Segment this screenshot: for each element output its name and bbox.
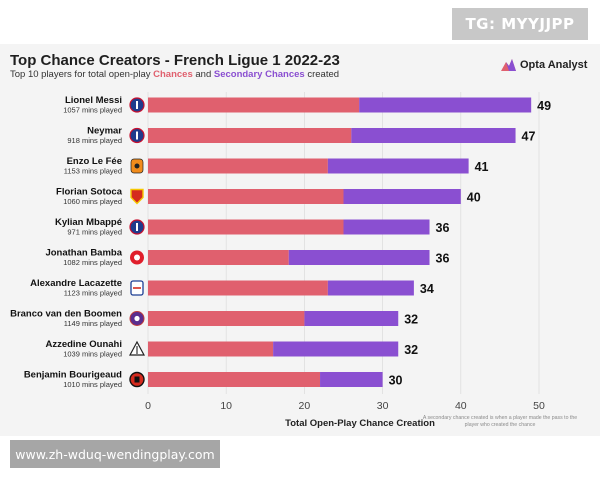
player-name: Neymar: [87, 126, 122, 137]
player-name: Enzo Le Fée: [67, 156, 122, 167]
x-tick-label: 40: [455, 400, 467, 412]
toulouse-crest-icon: [129, 311, 145, 326]
player-minutes: 1060 mins played: [63, 197, 122, 206]
player-name: Azzedine Ounahi: [45, 339, 122, 350]
lille-crest-icon: [130, 250, 144, 265]
bar-chances: [148, 280, 328, 296]
lorient-crest-icon: [130, 158, 144, 174]
watermark-top: TG: MYYJJPP: [452, 8, 588, 40]
bar-chances: [148, 158, 328, 174]
total-label: 30: [389, 374, 403, 388]
opta-analyst-brand[interactable]: Opta Analyst: [500, 58, 587, 72]
player-minutes: 1010 mins played: [63, 380, 122, 389]
bar-chances: [148, 341, 274, 357]
player-minutes: 918 mins played: [67, 136, 122, 145]
player-name: Kylian Mbappé: [55, 217, 122, 228]
bar-secondary-chances: [343, 189, 461, 204]
player-minutes: 1057 mins played: [63, 106, 122, 115]
total-label: 47: [522, 130, 536, 144]
bar-secondary-chances: [288, 250, 430, 265]
player-minutes: 1149 mins played: [64, 319, 122, 328]
total-label: 49: [537, 99, 551, 113]
lyon-crest-icon: [130, 280, 144, 296]
psg-crest-icon: [129, 219, 145, 235]
subtitle-text-3: created: [304, 69, 340, 80]
x-tick-label: 20: [299, 400, 311, 412]
player-name: Branco van den Boomen: [10, 309, 122, 320]
subtitle-text-2: and: [192, 69, 214, 80]
subtitle-text-1: Top 10 players for total open-play: [10, 69, 154, 80]
bar-secondary-chances: [304, 311, 399, 326]
bar-secondary-chances: [320, 372, 383, 387]
psg-crest-icon: [129, 127, 145, 144]
bar-chances: [148, 128, 352, 143]
bar-secondary-chances: [273, 341, 399, 357]
subtitle-chances: Chances: [153, 69, 193, 80]
bar-secondary-chances: [359, 97, 532, 113]
brand-name: Opta Analyst: [520, 59, 588, 71]
player-name: Jonathan Bamba: [45, 248, 122, 259]
player-name: Lionel Messi: [65, 95, 122, 106]
player-minutes: 1153 mins played: [64, 167, 122, 176]
bar-chances: [148, 372, 321, 387]
bar-secondary-chances: [327, 280, 414, 296]
x-tick-label: 10: [220, 400, 232, 412]
player-minutes: 1039 mins played: [63, 350, 122, 359]
player-minutes: 1123 mins played: [64, 289, 122, 298]
x-tick-label: 50: [533, 400, 545, 412]
x-tick-label: 0: [145, 400, 151, 412]
total-label: 36: [436, 252, 450, 266]
player-name: Alexandre Lacazette: [30, 278, 122, 289]
chart-title: Top Chance Creators - French Ligue 1 202…: [10, 52, 340, 69]
total-label: 34: [420, 282, 434, 296]
rennes-crest-icon: [129, 371, 145, 388]
x-tick-label: 30: [377, 400, 389, 412]
watermark-bottom: www.zh-wduq-wendingplay.com: [10, 440, 220, 468]
total-label: 40: [467, 191, 481, 205]
bar-chances: [148, 311, 305, 326]
bar-chances: [148, 97, 360, 113]
bar-secondary-chances: [327, 158, 469, 174]
bar-chances: [148, 189, 344, 204]
player-minutes: 971 mins played: [67, 228, 122, 237]
bar-secondary-chances: [343, 219, 430, 235]
total-label: 41: [475, 160, 489, 174]
player-minutes: 1082 mins played: [63, 258, 122, 267]
subtitle-secondary-chances: Secondary Chances: [213, 69, 305, 80]
footnote: A secondary chance created is when a pla…: [422, 415, 578, 428]
player-name: Benjamin Bourigeaud: [24, 370, 122, 381]
opta-logo-icon: [501, 59, 516, 71]
bar-secondary-chances: [351, 128, 516, 143]
player-name: Florian Sotoca: [56, 187, 123, 198]
x-axis-label: Total Open-Play Chance Creation: [285, 418, 435, 429]
bar-chances: [148, 250, 289, 265]
total-label: 32: [404, 313, 418, 327]
total-label: 36: [436, 221, 450, 235]
lens-crest-icon: [130, 188, 144, 205]
angers-crest-icon: [128, 340, 146, 356]
bar-chances: [148, 219, 344, 235]
chart-subtitle: Top 10 players for total open-play Chanc…: [10, 69, 339, 80]
total-label: 32: [404, 343, 418, 357]
psg-crest-icon: [129, 97, 145, 113]
